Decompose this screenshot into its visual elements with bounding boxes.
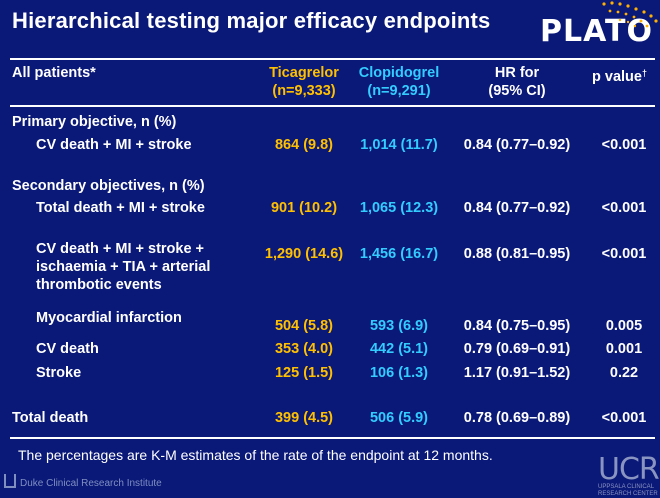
row-clopidogrel: 1,014 (11.7) — [360, 137, 438, 153]
row-hr: 1.17 (0.91–1.52) — [463, 365, 571, 381]
footnote: The percentages are K-M estimates of the… — [18, 447, 493, 463]
row-hr: 0.79 (0.69–0.91) — [463, 341, 571, 357]
header-p-sup: † — [641, 68, 647, 78]
row-label: Myocardial infarction — [36, 310, 182, 326]
duke-logo-text: Duke Clinical Research Institute — [20, 478, 162, 489]
row-clopidogrel: 1,065 (12.3) — [359, 200, 439, 216]
top-rule — [10, 58, 655, 60]
row-ticagrelor: 504 (5.8) — [274, 318, 334, 334]
header-hr: HR for (95% CI) — [462, 64, 572, 100]
header-clopidogrel-name: Clopidogrel — [358, 65, 440, 81]
row-label-multiline: CV death + MI + stroke + ischaemia + TIA… — [36, 240, 210, 294]
row-ticagrelor: 1,290 (14.6) — [264, 246, 344, 262]
section-primary: Primary objective, n (%) — [12, 114, 177, 130]
row-hr: 0.84 (0.77–0.92) — [463, 200, 571, 216]
row-label: CV death + MI + stroke — [36, 137, 192, 153]
header-ticagrelor-n: (n=9,333) — [272, 83, 336, 99]
row-clopidogrel: 506 (5.9) — [369, 410, 429, 426]
ucr-logo: UCR — [598, 452, 660, 487]
row-p: 0.005 — [605, 318, 643, 334]
ucr-sub-line: UPPSALA CLINICAL — [598, 484, 655, 490]
row-label-line: CV death + MI + stroke + — [36, 241, 205, 257]
header-ticagrelor-name: Ticagrelor — [269, 65, 339, 81]
row-clopidogrel: 1,456 (16.7) — [359, 246, 439, 262]
row-label: CV death — [36, 341, 99, 357]
header-hr-line1: HR for — [494, 65, 540, 81]
header-p-value: p value† — [592, 64, 647, 86]
section-secondary: Secondary objectives, n (%) — [12, 178, 205, 194]
row-label-line: ischaemia + TIA + arterial — [36, 259, 211, 275]
ucr-sub-line: RESEARCH CENTER — [598, 491, 658, 497]
page-title: Hierarchical testing major efficacy endp… — [12, 8, 491, 33]
bottom-rule — [10, 437, 655, 439]
row-clopidogrel: 593 (6.9) — [369, 318, 429, 334]
row-hr: 0.84 (0.77–0.92) — [463, 137, 571, 153]
duke-shield-icon — [4, 474, 16, 488]
header-clopidogrel: Clopidogrel (n=9,291) — [350, 64, 448, 100]
row-ticagrelor: 901 (10.2) — [270, 200, 338, 216]
row-clopidogrel: 442 (5.1) — [369, 341, 429, 357]
row-p: <0.001 — [601, 246, 647, 262]
row-clopidogrel: 106 (1.3) — [369, 365, 429, 381]
row-ticagrelor: 125 (1.5) — [274, 365, 334, 381]
duke-logo: Duke Clinical Research Institute — [4, 474, 162, 489]
row-label: Total death — [12, 410, 89, 426]
plato-logo: PLATO — [540, 14, 653, 49]
row-hr: 0.78 (0.69–0.89) — [463, 410, 571, 426]
header-all-patients: All patients* — [12, 65, 96, 81]
header-ticagrelor: Ticagrelor (n=9,333) — [258, 64, 350, 100]
row-p: 0.22 — [609, 365, 639, 381]
row-p: <0.001 — [601, 200, 647, 216]
row-hr: 0.84 (0.75–0.95) — [463, 318, 571, 334]
row-label: Stroke — [36, 365, 82, 381]
header-p-label: p value — [592, 69, 642, 85]
row-ticagrelor: 353 (4.0) — [274, 341, 334, 357]
row-p: 0.001 — [605, 341, 643, 357]
row-label: Total death + MI + stroke — [36, 200, 205, 216]
row-ticagrelor: 399 (4.5) — [274, 410, 334, 426]
header-clopidogrel-n: (n=9,291) — [367, 83, 431, 99]
header-hr-line2: (95% CI) — [488, 83, 546, 99]
row-p: <0.001 — [601, 410, 647, 426]
row-ticagrelor: 864 (9.8) — [274, 137, 334, 153]
header-rule — [10, 105, 655, 107]
row-label-line: thrombotic events — [36, 277, 162, 293]
row-hr: 0.88 (0.81–0.95) — [463, 246, 571, 262]
dots-decoration-icon — [602, 1, 658, 28]
row-p: <0.001 — [601, 137, 647, 153]
ucr-logo-subtitle: UPPSALA CLINICAL RESEARCH CENTER — [598, 484, 658, 498]
